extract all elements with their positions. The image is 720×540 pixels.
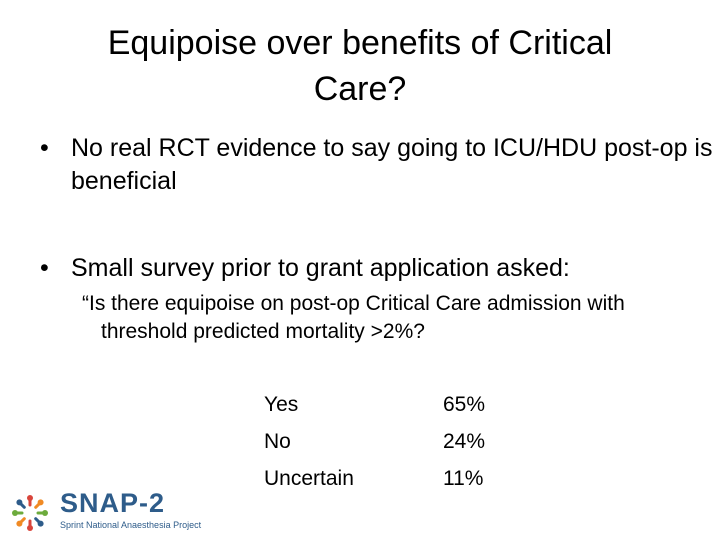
- result-value: 65%: [443, 393, 486, 416]
- logo-figure-body: [17, 517, 26, 526]
- bullet-dot: •: [40, 254, 49, 282]
- snap2-logo: SNAP-2 Sprint National Anaesthesia Proje…: [8, 486, 238, 540]
- logo-subtitle: Sprint National Anaesthesia Project: [60, 520, 202, 530]
- logo-figure-body: [34, 500, 43, 509]
- logo-figure-body: [17, 500, 26, 509]
- bullet-rct-evidence: • No real RCT evidence to say going to IC…: [40, 132, 720, 198]
- survey-results: Yes 65% No 24% Uncertain 11%: [264, 386, 485, 497]
- survey-question: “Is there equipoise on post-op Critical …: [82, 292, 625, 343]
- bullet-dot: •: [40, 134, 49, 162]
- logo-figure-body: [34, 517, 43, 526]
- result-value: 11%: [443, 467, 484, 490]
- bullet-text: No real RCT evidence to say going to ICU…: [71, 134, 713, 195]
- logo-name: SNAP-2: [60, 488, 166, 518]
- result-row-yes: Yes 65%: [264, 386, 485, 423]
- result-label: No: [264, 430, 291, 453]
- result-label: Yes: [264, 393, 299, 416]
- people-circle-icon: [12, 495, 48, 531]
- bullet-text: Small survey prior to grant application …: [71, 254, 570, 282]
- result-label: Uncertain: [264, 467, 354, 490]
- result-row-uncertain: Uncertain 11%: [264, 460, 485, 497]
- bullet-survey: • Small survey prior to grant application…: [40, 252, 720, 285]
- result-row-no: No 24%: [264, 423, 485, 460]
- slide-title: Equipoise over benefits of Critical Care…: [107, 24, 613, 108]
- result-value: 24%: [443, 430, 486, 453]
